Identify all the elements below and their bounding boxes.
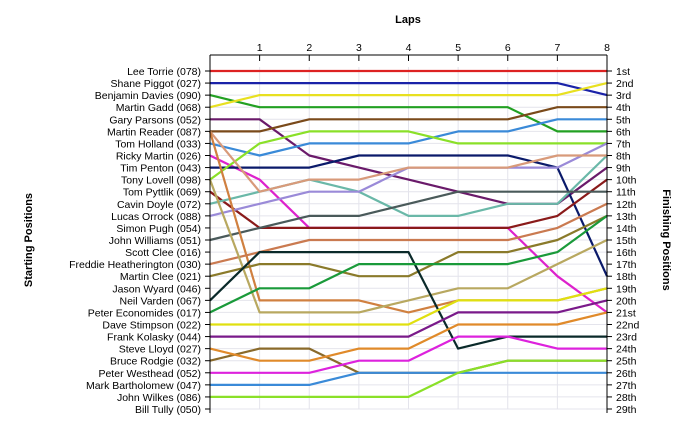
chart-title: Laps [395, 14, 421, 26]
x-tick-label: 1 [257, 42, 263, 54]
start-label: John Wilkes (086) [117, 392, 201, 404]
start-label: John Williams (051) [109, 235, 201, 247]
finish-label: 29th [616, 404, 637, 416]
finish-label: 13th [616, 211, 637, 223]
finish-label: 23rd [616, 332, 637, 344]
start-label: Simon Pugh (054) [116, 223, 201, 235]
axes [205, 54, 612, 413]
series-line [209, 311, 608, 362]
finish-label: 22nd [616, 320, 640, 332]
finish-label: 11th [616, 187, 636, 199]
x-tick-label: 3 [356, 42, 362, 54]
series-line [209, 251, 607, 350]
start-label: Bruce Rodgie (032) [110, 356, 201, 368]
x-tick-label: 7 [554, 42, 560, 54]
finish-label: 5th [616, 114, 631, 126]
series-line [209, 82, 608, 109]
series-line [209, 215, 608, 314]
finish-label: 16th [616, 247, 637, 259]
start-label: Tim Penton (043) [120, 163, 201, 175]
start-label: Gary Parsons (052) [109, 114, 201, 126]
series-lines [208, 69, 609, 398]
start-label: Scott Clee (016) [125, 247, 201, 259]
finish-label: 20th [616, 295, 637, 307]
finish-label: 15th [616, 235, 637, 247]
start-label: Ricky Martin (026) [116, 151, 201, 163]
finish-label: 8th [616, 151, 631, 163]
series-line [210, 299, 608, 338]
series-line [210, 335, 607, 374]
start-label: Peter Economides (017) [88, 307, 201, 319]
series-line [210, 287, 608, 326]
series-line [210, 371, 607, 386]
x-tick-label: 4 [406, 42, 412, 54]
series-line [209, 214, 608, 278]
start-label: Lee Torrie (078) [127, 66, 201, 78]
finish-label: 28th [616, 392, 637, 404]
start-label: Steve Lloyd (027) [119, 344, 201, 356]
start-label: Mark Bartholomew (047) [86, 380, 201, 392]
start-label: Lucas Orrock (088) [111, 211, 201, 223]
start-label: Jason Wyard (046) [112, 283, 201, 295]
series-line [210, 359, 607, 398]
finish-label: 19th [616, 283, 637, 295]
start-label: Dave Stimpson (022) [102, 320, 201, 332]
start-label: Benjamin Davies (090) [95, 90, 201, 102]
finish-label: 7th [616, 138, 631, 150]
finish-label: 17th [616, 259, 637, 271]
finish-label: 1st [616, 66, 630, 78]
finish-label: 24th [616, 344, 637, 356]
finish-label: 9th [616, 163, 631, 175]
series-line [209, 178, 608, 229]
start-label: Frank Kolasky (044) [107, 332, 201, 344]
start-label: Tony Lovell (098) [121, 175, 201, 187]
finish-label: 21st [616, 307, 636, 319]
start-label: Tom Holland (033) [115, 138, 201, 150]
finish-label: 18th [616, 271, 637, 283]
start-label: Cavin Doyle (072) [117, 199, 201, 211]
finish-label: 26th [616, 368, 637, 380]
start-label: Martin Gadd (068) [116, 102, 201, 114]
finish-label: 10th [616, 175, 637, 187]
finish-label: 2nd [616, 78, 634, 90]
start-label: Freddie Heatherington (030) [69, 259, 201, 271]
series-line [208, 179, 608, 314]
x-tick-label: 6 [505, 42, 511, 54]
finish-label: 6th [616, 126, 631, 138]
start-label: Peter Westhead (052) [98, 368, 201, 380]
start-label: Neil Varden (067) [119, 295, 201, 307]
series-line [209, 130, 607, 181]
start-label: Tom Pyttlik (069) [123, 187, 201, 199]
finish-label: 3rd [616, 90, 631, 102]
y2-axis-title: Finishing Positions [660, 189, 672, 290]
y-axis-title: Starting Positions [23, 193, 35, 287]
start-label: Martin Reader (087) [107, 126, 201, 138]
start-label: Bill Tully (050) [135, 404, 201, 416]
start-label: Martin Clee (021) [120, 271, 201, 283]
series-line [209, 190, 607, 242]
finish-label: 14th [616, 223, 637, 235]
finish-label: 12th [616, 199, 637, 211]
finish-label: 25th [616, 356, 637, 368]
labels: 1st2nd3rd4th5th6th7th8th9th10th11th12th1… [69, 42, 639, 416]
series-line [210, 106, 607, 133]
x-tick-label: 8 [604, 42, 610, 54]
series-line [210, 154, 609, 277]
series-line [209, 202, 608, 266]
x-tick-label: 2 [306, 42, 312, 54]
finish-label: 27th [616, 380, 637, 392]
series-line [209, 130, 607, 193]
finish-label: 4th [616, 102, 631, 114]
series-line [210, 81, 608, 97]
x-tick-label: 5 [455, 42, 461, 54]
start-label: Shane Piggot (027) [111, 78, 201, 90]
series-line [209, 118, 607, 157]
